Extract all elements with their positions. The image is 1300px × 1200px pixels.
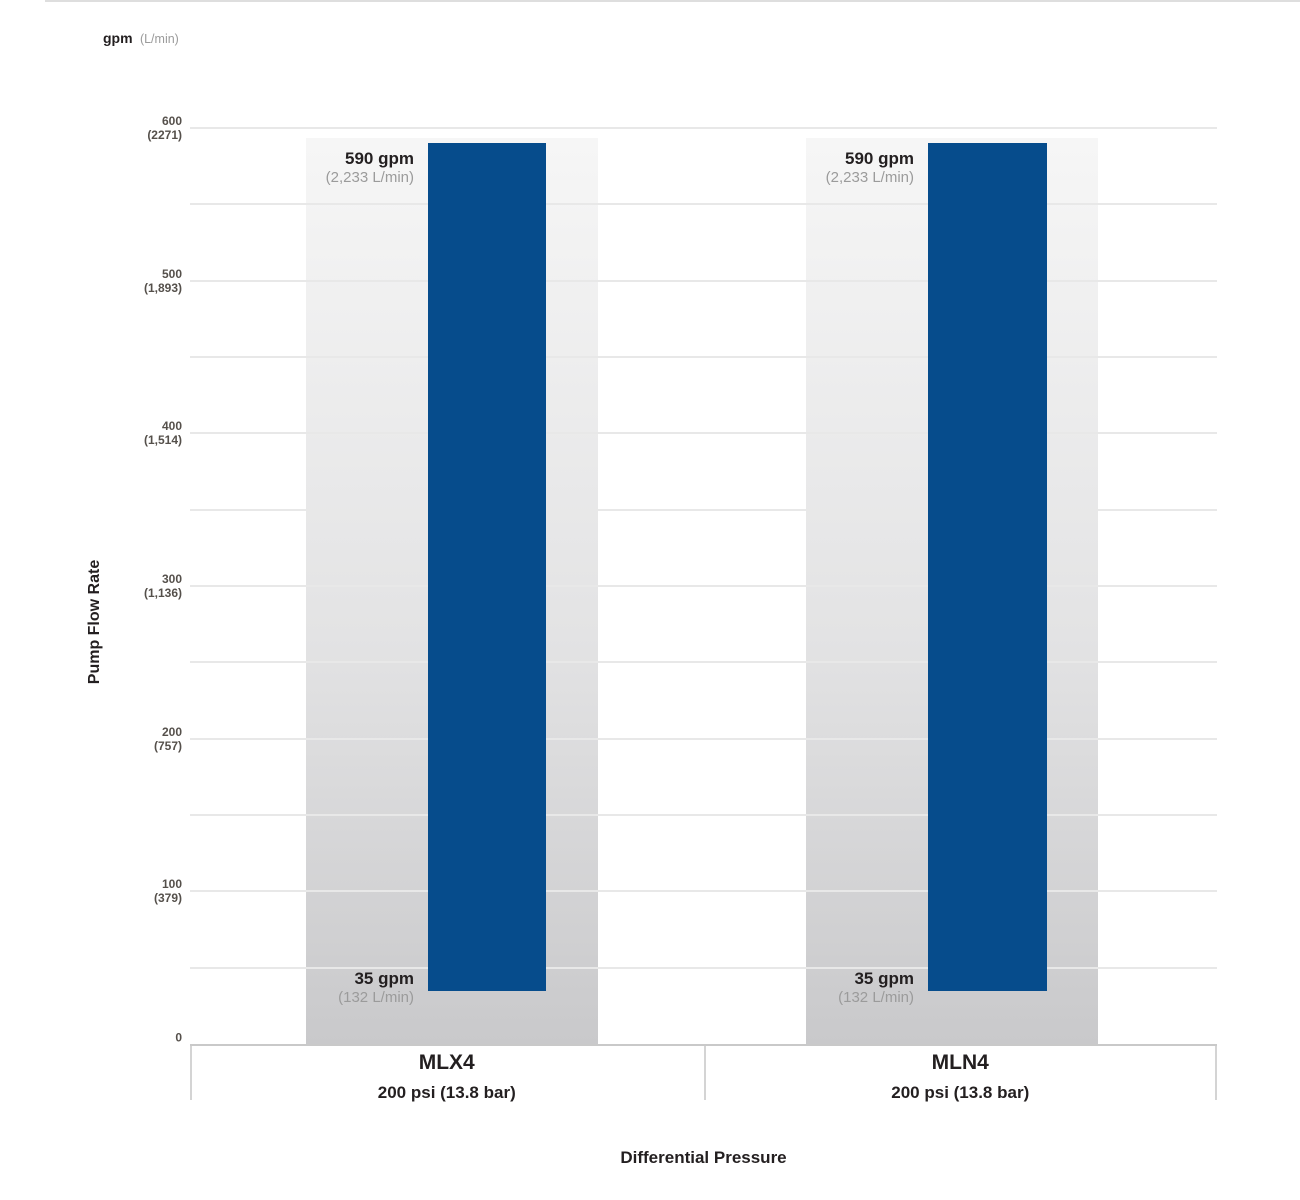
y-tick-400-gpm: 400: [161, 419, 182, 434]
category-divider: [190, 1046, 192, 1100]
category-pressure-MLN4: 200 psi (13.8 bar): [891, 1083, 1030, 1102]
max-flow-label-MLN4-metric: (2,233 L/min): [825, 169, 914, 187]
y-axis-unit-lmin: (L/min): [139, 32, 179, 46]
gridline-200: [190, 737, 1217, 740]
y-tick-500-gpm: 500: [161, 266, 182, 281]
range-bar-MLN4: [928, 143, 1047, 991]
y-tick-0-gpm: 0: [175, 1030, 182, 1045]
gridline-450: [190, 356, 1217, 358]
gridline-350: [190, 508, 1217, 511]
category-pressure-MLX4: 200 psi (13.8 bar): [377, 1083, 516, 1102]
gridline-250: [190, 661, 1217, 664]
min-flow-label-MLX4-value: 35 gpm: [354, 968, 414, 988]
category-cell-MLN4: MLN4 200 psi (13.8 bar): [703, 1046, 1217, 1108]
min-flow-label-MLX4: 35 gpm (132 L/min): [338, 969, 414, 1007]
max-flow-label-MLX4: 590 gpm (2,233 L/min): [326, 149, 414, 187]
y-tick-200-gpm: 200: [161, 724, 182, 739]
y-axis-unit-gpm: gpm: [103, 30, 133, 46]
gridline-100: [190, 890, 1217, 893]
y-tick-500: 500 (1,893): [0, 267, 182, 295]
category-divider: [703, 1046, 706, 1100]
gridline-550: [190, 203, 1217, 206]
y-tick-600: 600 (2271): [0, 114, 182, 142]
x-axis-title: Differential Pressure: [620, 1148, 787, 1167]
plot-area: 590 gpm (2,233 L/min) 35 gpm (132 L/min) 590…: [190, 127, 1217, 1044]
category-model-MLN4: MLN4: [931, 1051, 989, 1074]
min-flow-label-MLX4-metric: (132 L/min): [338, 988, 414, 1006]
gridline-50: [190, 966, 1217, 969]
min-flow-label-MLN4-value: 35 gpm: [854, 968, 914, 988]
y-axis-unit-header: gpm (L/min): [103, 30, 179, 46]
y-tick-0: 0: [0, 1031, 182, 1045]
y-tick-400-lmin: (1,514): [143, 433, 182, 448]
max-flow-label-MLN4: 590 gpm (2,233 L/min): [826, 149, 914, 187]
max-flow-label-MLN4-value: 590 gpm: [845, 149, 914, 169]
y-tick-500-lmin: (1,893): [143, 280, 182, 295]
y-tick-200-lmin: (757): [153, 738, 182, 753]
y-tick-400: 400 (1,514): [0, 419, 182, 447]
y-tick-300: 300 (1,136): [0, 572, 182, 600]
y-tick-100-lmin: (379): [153, 891, 182, 906]
category-cell-MLX4: MLX4 200 psi (13.8 bar): [190, 1046, 704, 1108]
gridline-500: [190, 279, 1217, 282]
y-tick-600-lmin: (2271): [147, 128, 182, 142]
y-tick-300-gpm: 300: [161, 572, 182, 586]
y-tick-100-gpm: 100: [161, 877, 182, 892]
category-model-MLX4: MLX4: [418, 1051, 475, 1074]
gridline-400: [190, 432, 1217, 435]
x-axis-category-strip: MLX4 200 psi (13.8 bar) MLN4 200 psi (13.8 …: [190, 1044, 1217, 1108]
y-axis-tick-labels: 600 (2271) 500 (1,893) 400 (1,514) 300 (1,136) 2…: [0, 114, 182, 1045]
y-tick-100: 100 (379): [0, 877, 182, 905]
gridline-300: [190, 585, 1217, 587]
y-tick-600-gpm: 600: [161, 114, 182, 128]
page-top-divider: [45, 0, 1300, 2]
min-flow-label-MLN4: 35 gpm (132 L/min): [838, 969, 914, 1007]
category-divider: [1215, 1046, 1217, 1100]
gridline-150: [190, 814, 1217, 816]
range-bar-MLX4: [428, 143, 546, 991]
max-flow-label-MLX4-metric: (2,233 L/min): [325, 169, 414, 187]
gridline-600: [190, 127, 1217, 129]
y-tick-200: 200 (757): [0, 725, 182, 753]
y-tick-300-lmin: (1,136): [143, 586, 182, 600]
min-flow-label-MLN4-metric: (132 L/min): [838, 988, 914, 1006]
max-flow-label-MLX4-value: 590 gpm: [345, 149, 414, 169]
